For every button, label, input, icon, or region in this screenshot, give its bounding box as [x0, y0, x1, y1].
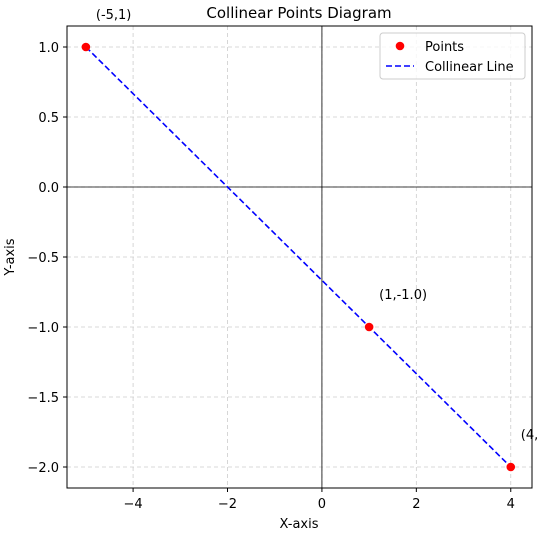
y-tick-label: −0.5	[27, 251, 59, 266]
chart-title: Collinear Points Diagram	[206, 4, 391, 22]
data-point	[364, 322, 374, 332]
data-point	[506, 462, 516, 472]
x-axis-label: X-axis	[280, 517, 319, 532]
y-tick-label: 0.0	[38, 181, 59, 196]
x-tick-label: 4	[507, 497, 515, 512]
collinear-line	[85, 46, 512, 468]
point-annotation: (-5,1)	[96, 8, 132, 23]
point-annotation: (1,-1.0)	[379, 288, 427, 303]
x-tick-label: −2	[218, 497, 237, 512]
legend-label: Points	[425, 40, 464, 55]
x-tick-label: 0	[318, 497, 326, 512]
legend-label: Collinear Line	[425, 60, 514, 75]
legend: Points Collinear Line	[379, 32, 526, 80]
axis-ticks: −4 −2 0 2 4 1.0 0.5 0.0 −0.5 −1.0 −1.5 −2.0	[27, 41, 514, 512]
y-tick-label: −1.5	[27, 391, 59, 406]
legend-box	[379, 32, 526, 80]
zero-lines	[67, 26, 532, 488]
collinear-line-series	[85, 46, 512, 468]
annotations: (-5,1) (1,-1.0) (4,-2.0)	[96, 8, 538, 443]
x-tick-label: 2	[412, 497, 420, 512]
point-annotation: (4,-2.0)	[521, 428, 538, 443]
y-tick-label: 0.5	[38, 111, 59, 126]
y-axis-label: Y-axis	[3, 238, 18, 276]
y-tick-label: 1.0	[38, 41, 59, 56]
points-series	[81, 42, 516, 472]
y-tick-label: −1.0	[27, 321, 59, 336]
legend-marker-swatch	[395, 41, 405, 51]
y-tick-label: −2.0	[27, 461, 59, 476]
plot-frame	[66, 25, 533, 489]
x-tick-label: −4	[124, 497, 143, 512]
data-point	[81, 42, 91, 52]
